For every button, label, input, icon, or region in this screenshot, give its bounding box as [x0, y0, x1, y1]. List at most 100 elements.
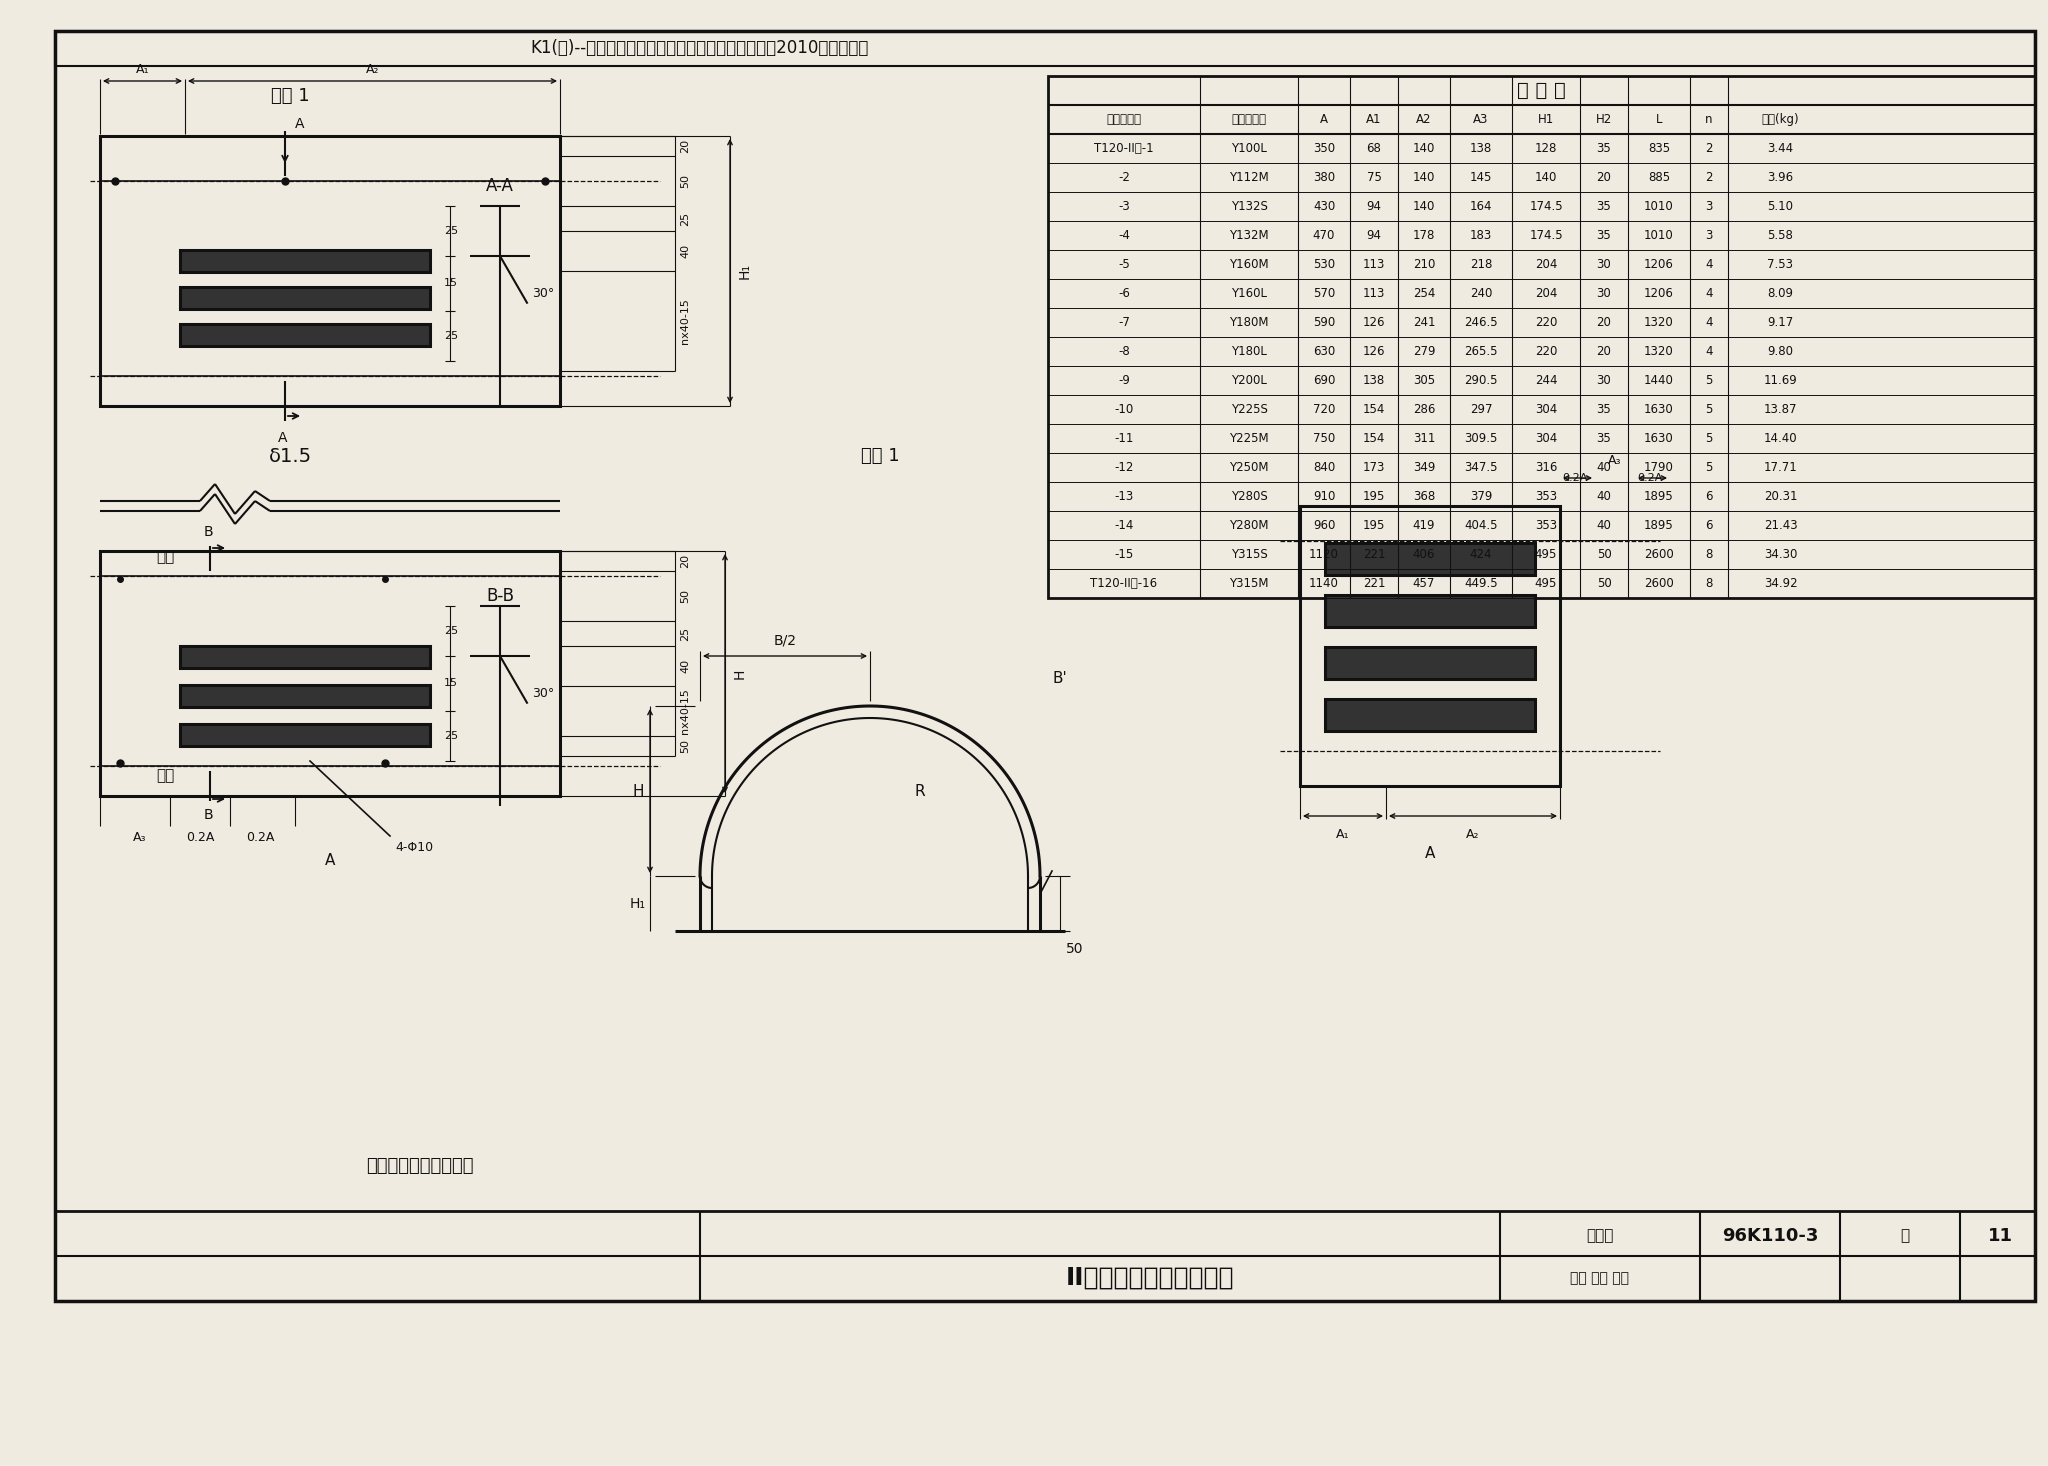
Bar — [55, 31, 2036, 1300]
Text: -4: -4 — [1118, 229, 1130, 242]
Text: 34.92: 34.92 — [1763, 578, 1798, 589]
Text: 218: 218 — [1470, 258, 1493, 271]
Text: L: L — [1655, 113, 1663, 126]
Text: Y225M: Y225M — [1229, 432, 1270, 446]
Text: 3: 3 — [1706, 199, 1712, 213]
Text: 350: 350 — [1313, 142, 1335, 155]
Text: A: A — [279, 431, 289, 446]
Text: 35: 35 — [1597, 432, 1612, 446]
Text: 审核 校对 设计: 审核 校对 设计 — [1571, 1271, 1630, 1286]
Text: 297: 297 — [1470, 403, 1493, 416]
Text: 254: 254 — [1413, 287, 1436, 301]
Text: 380: 380 — [1313, 172, 1335, 185]
Text: A₂: A₂ — [1466, 828, 1481, 841]
Text: 5.10: 5.10 — [1767, 199, 1794, 213]
Text: 145: 145 — [1470, 172, 1493, 185]
Text: 1630: 1630 — [1645, 432, 1673, 446]
Text: 4: 4 — [1706, 317, 1712, 328]
Text: 154: 154 — [1362, 432, 1384, 446]
Text: A₁: A₁ — [1335, 828, 1350, 841]
Text: 40: 40 — [680, 243, 690, 258]
Text: 94: 94 — [1366, 229, 1382, 242]
Text: 960: 960 — [1313, 519, 1335, 532]
Text: 8: 8 — [1706, 548, 1712, 561]
Text: -13: -13 — [1114, 490, 1135, 503]
Text: 94: 94 — [1366, 199, 1382, 213]
Bar — [180, 324, 430, 346]
Text: 防雨罩编号: 防雨罩编号 — [1106, 113, 1141, 126]
Text: 0.2A: 0.2A — [1636, 474, 1663, 482]
Text: 96K110-3: 96K110-3 — [1722, 1227, 1819, 1245]
Text: 40: 40 — [1597, 490, 1612, 503]
Text: 379: 379 — [1470, 490, 1493, 503]
Bar — [1049, 76, 2036, 598]
Text: 21.43: 21.43 — [1763, 519, 1798, 532]
Text: 6: 6 — [1706, 490, 1712, 503]
Text: Y100L: Y100L — [1231, 142, 1268, 155]
Text: 1320: 1320 — [1645, 317, 1673, 328]
Text: 495: 495 — [1534, 548, 1556, 561]
Text: 1206: 1206 — [1645, 258, 1673, 271]
Text: 530: 530 — [1313, 258, 1335, 271]
Text: 221: 221 — [1362, 578, 1384, 589]
Text: 件号 1: 件号 1 — [270, 86, 309, 106]
Text: 419: 419 — [1413, 519, 1436, 532]
Text: Y160L: Y160L — [1231, 287, 1268, 301]
Text: 195: 195 — [1362, 490, 1384, 503]
Text: 15: 15 — [444, 279, 459, 289]
Text: 20.31: 20.31 — [1763, 490, 1798, 503]
Text: 15: 15 — [444, 679, 459, 689]
Text: 40: 40 — [1597, 519, 1612, 532]
Text: 368: 368 — [1413, 490, 1436, 503]
Text: 20: 20 — [680, 139, 690, 152]
Text: 470: 470 — [1313, 229, 1335, 242]
Text: 140: 140 — [1413, 142, 1436, 155]
Text: A-A: A-A — [485, 177, 514, 195]
Text: Y280S: Y280S — [1231, 490, 1268, 503]
Text: 35: 35 — [1597, 142, 1612, 155]
Text: 1320: 1320 — [1645, 345, 1673, 358]
Text: Y132S: Y132S — [1231, 199, 1268, 213]
Text: 5: 5 — [1706, 374, 1712, 387]
Text: 210: 210 — [1413, 258, 1436, 271]
Text: 2: 2 — [1706, 142, 1712, 155]
Text: 质量(kg): 质量(kg) — [1761, 113, 1800, 126]
Text: H: H — [733, 668, 748, 679]
Text: B-B: B-B — [485, 586, 514, 605]
Bar — [55, 1211, 2036, 1300]
Text: 1630: 1630 — [1645, 403, 1673, 416]
Text: 25: 25 — [444, 626, 459, 636]
Text: 449.5: 449.5 — [1464, 578, 1497, 589]
Text: 75: 75 — [1366, 172, 1382, 185]
Text: A1: A1 — [1366, 113, 1382, 126]
Text: 11.69: 11.69 — [1763, 374, 1798, 387]
Text: 50: 50 — [1067, 943, 1083, 956]
Bar — [55, 31, 2036, 66]
Text: 630: 630 — [1313, 345, 1335, 358]
Text: 495: 495 — [1534, 578, 1556, 589]
Text: 34.30: 34.30 — [1763, 548, 1798, 561]
Text: 173: 173 — [1362, 460, 1384, 474]
Text: 4: 4 — [1706, 287, 1712, 301]
Text: 113: 113 — [1362, 258, 1384, 271]
Text: 4-Φ10: 4-Φ10 — [395, 841, 432, 855]
Text: 290.5: 290.5 — [1464, 374, 1497, 387]
Text: 11: 11 — [1987, 1227, 2013, 1245]
Text: 30°: 30° — [532, 688, 555, 701]
Bar — [180, 251, 430, 273]
Text: 590: 590 — [1313, 317, 1335, 328]
Text: 14.40: 14.40 — [1763, 432, 1798, 446]
Text: A₁: A₁ — [135, 63, 150, 76]
Text: 4: 4 — [1706, 345, 1712, 358]
Text: 电动机型号: 电动机型号 — [1231, 113, 1266, 126]
Text: -2: -2 — [1118, 172, 1130, 185]
Text: 50: 50 — [680, 174, 690, 188]
Text: 6: 6 — [1706, 519, 1712, 532]
Text: Y315M: Y315M — [1229, 578, 1270, 589]
Text: -11: -11 — [1114, 432, 1135, 446]
Text: 1010: 1010 — [1645, 199, 1673, 213]
Bar — [180, 647, 430, 668]
Text: 30: 30 — [1597, 258, 1612, 271]
Text: 图集号: 图集号 — [1587, 1229, 1614, 1243]
Text: H2: H2 — [1595, 113, 1612, 126]
